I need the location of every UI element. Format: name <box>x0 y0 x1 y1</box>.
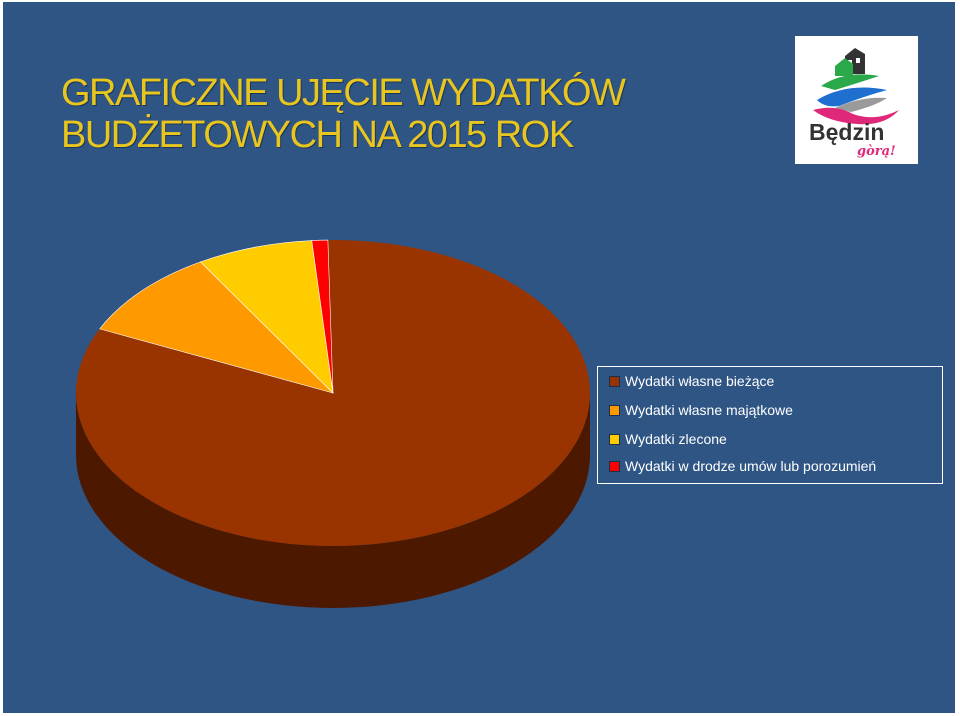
pie-top-layer <box>75 239 590 546</box>
pie-chart <box>75 239 590 608</box>
legend-item-majatkowe: Wydatki własne majątkowe <box>609 401 942 430</box>
slide: GRAFICZNE UJĘCIE WYDATKÓW BUDŻETOWYCH NA… <box>3 2 955 713</box>
pie-slice-zlecone <box>199 240 334 394</box>
pie-slice-majatkowe <box>99 261 335 394</box>
pie-side-layer <box>76 393 590 608</box>
pie-slice-porozumienia <box>311 239 334 394</box>
legend-label: Wydatki zlecone <box>625 431 727 447</box>
logo-text: Będzin <box>809 119 884 145</box>
pie-slice-biezace <box>75 240 590 546</box>
legend-swatch <box>609 376 620 387</box>
title-line-2: BUDŻETOWYCH NA 2015 ROK <box>61 114 574 156</box>
logo-graphic: Będzin gòrą! <box>809 48 899 159</box>
chart-legend: Wydatki własne bieżące Wydatki własne ma… <box>597 366 943 484</box>
legend-item-zlecone: Wydatki zlecone <box>609 430 942 457</box>
legend-item-biezace: Wydatki własne bieżące <box>609 372 942 401</box>
legend-swatch <box>609 405 620 416</box>
logo-tagline: gòrą! <box>857 144 896 159</box>
title-line-1: GRAFICZNE UJĘCIE WYDATKÓW <box>61 72 626 114</box>
pie-side-biezace <box>76 393 590 608</box>
legend-label: Wydatki własne bieżące <box>625 373 775 389</box>
bedzin-logo-icon: Będzin gòrą! <box>795 36 918 164</box>
legend-label: Wydatki własne majątkowe <box>625 402 793 418</box>
slide-title: GRAFICZNE UJĘCIE WYDATKÓW BUDŻETOWYCH NA… <box>61 72 761 156</box>
legend-swatch <box>609 434 620 445</box>
legend-item-porozumienia: Wydatki w drodze umów lub porozumień <box>609 457 942 486</box>
legend-swatch <box>609 461 620 472</box>
legend-label: Wydatki w drodze umów lub porozumień <box>625 458 877 474</box>
